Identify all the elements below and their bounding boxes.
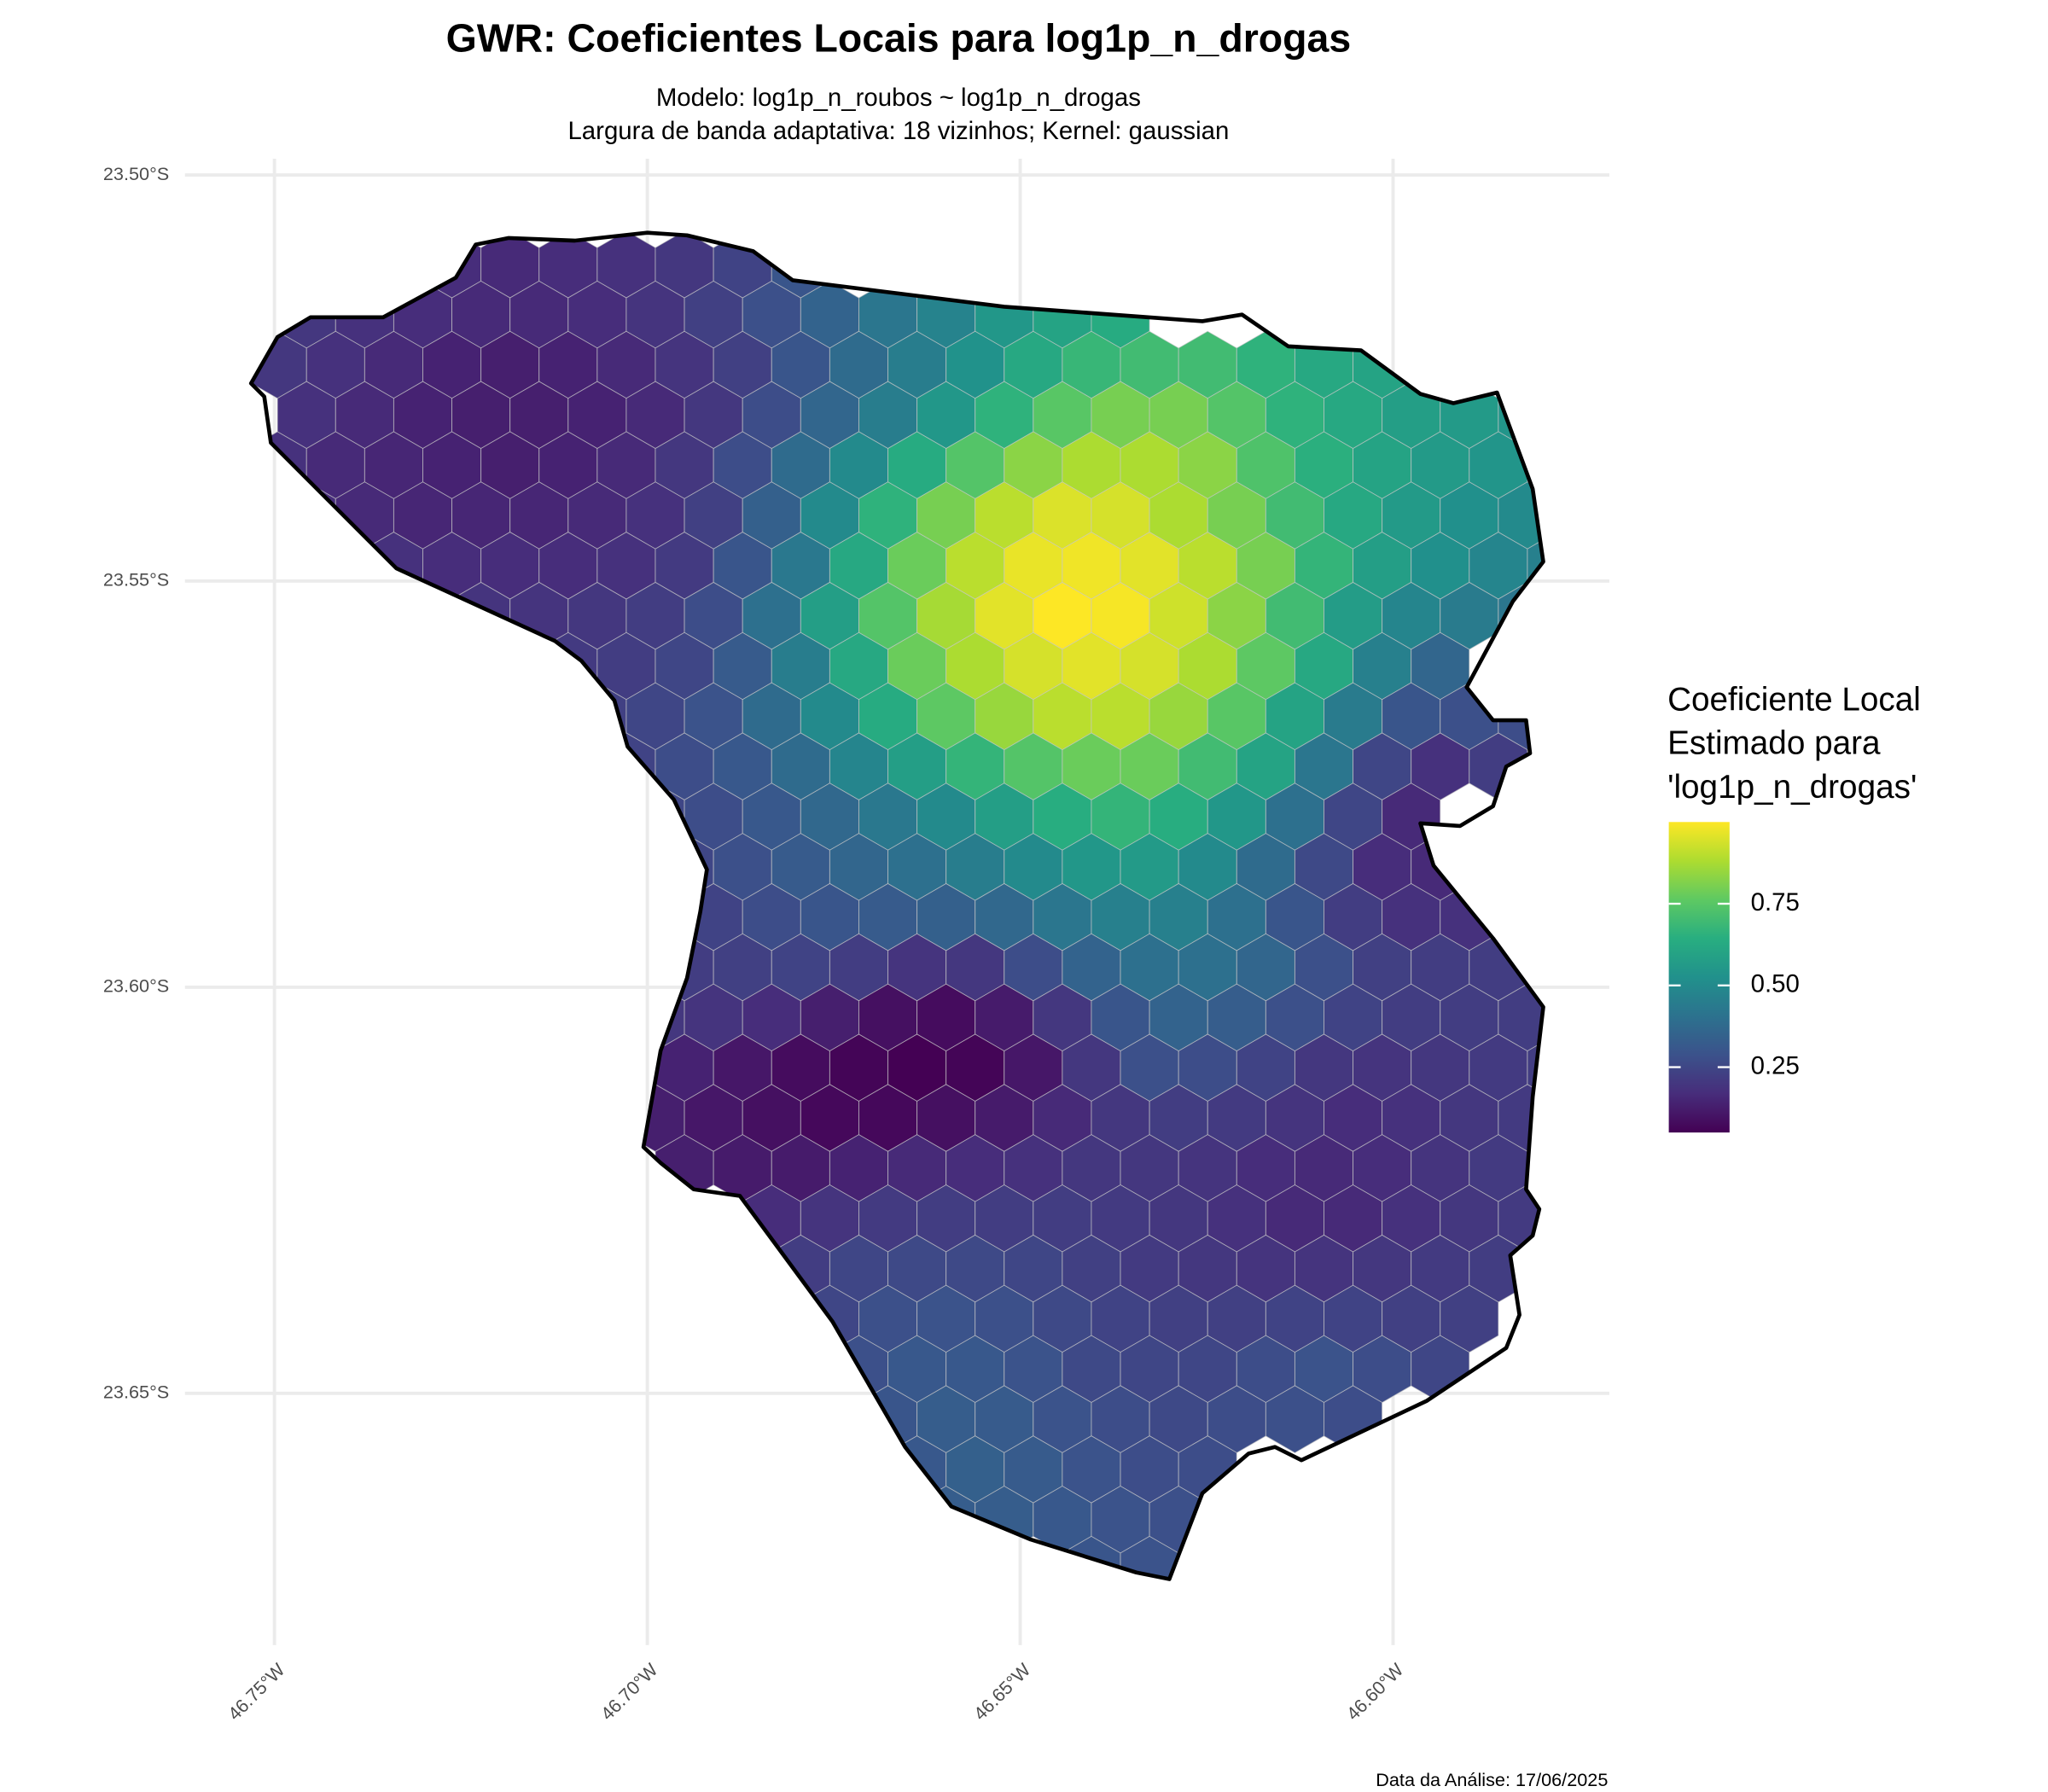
hex-layer xyxy=(251,232,1544,1580)
x-tick-label: 46.75°W xyxy=(224,1659,289,1725)
legend: Coeficiente Local Estimado para 'log1p_n_d… xyxy=(1667,682,1921,1133)
caption: Data da Análise: 17/06/2025 xyxy=(1376,1769,1608,1790)
legend-tick-label: 0.50 xyxy=(1751,970,1800,998)
x-tick-label: 46.65°W xyxy=(969,1659,1035,1725)
y-tick-label: 23.50°S xyxy=(103,163,169,184)
legend-tick-label: 0.25 xyxy=(1751,1051,1800,1079)
hex-cell xyxy=(1527,431,1544,500)
chart-subtitle: Modelo: log1p_n_roubos ~ log1p_n_drogas xyxy=(656,84,1141,112)
region-outline xyxy=(248,230,1545,1581)
legend-tick-label: 0.75 xyxy=(1751,888,1800,916)
legend-title: 'log1p_n_drogas' xyxy=(1667,769,1917,806)
legend-title: Coeficiente Local xyxy=(1667,682,1921,719)
chart-subtitle: Largura de banda adaptativa: 18 vizinhos… xyxy=(567,117,1229,145)
x-tick-label: 46.60°W xyxy=(1342,1659,1408,1725)
x-tick-label: 46.70°W xyxy=(596,1659,662,1725)
chart-title: GWR: Coeficientes Locais para log1p_n_dr… xyxy=(446,15,1352,60)
y-tick-label: 23.60°S xyxy=(103,975,169,997)
colorbar xyxy=(1668,822,1730,1133)
y-tick-label: 23.65°S xyxy=(103,1382,169,1403)
legend-title: Estimado para xyxy=(1667,725,1881,762)
y-tick-label: 23.55°S xyxy=(103,569,169,591)
